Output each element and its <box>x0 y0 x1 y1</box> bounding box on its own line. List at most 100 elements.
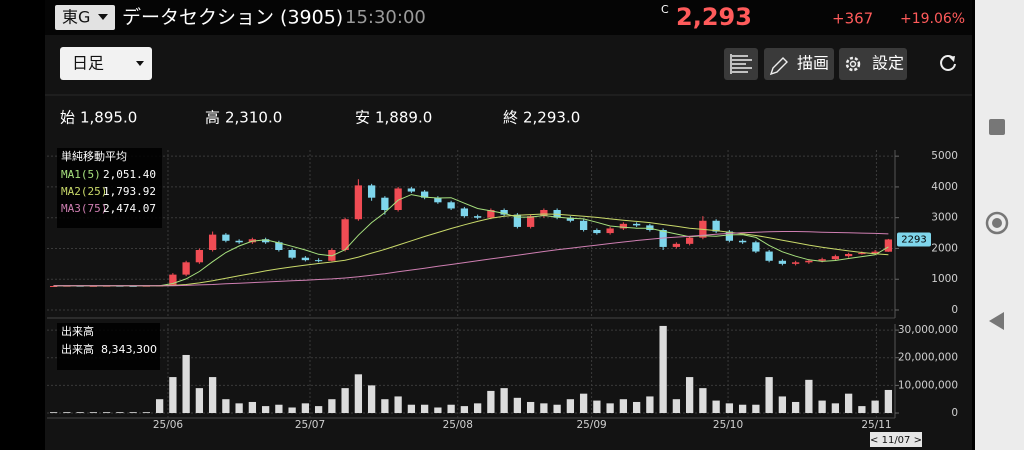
x-tick-label: 25/07 <box>295 419 325 431</box>
volume-bar <box>169 377 177 414</box>
candle-body <box>341 219 349 250</box>
volume-bar <box>818 400 826 414</box>
volume-bar <box>632 401 641 414</box>
candle-body <box>685 237 694 244</box>
candle-body <box>778 260 787 264</box>
change-pct: +19.06% <box>900 11 965 27</box>
volume-bar <box>699 388 707 414</box>
volume-bar <box>354 374 363 414</box>
y-tick-label: 5000 <box>931 150 958 162</box>
candle-body <box>129 285 137 287</box>
volume-bar <box>155 399 164 414</box>
volume-bar <box>500 388 508 414</box>
market-dropdown[interactable] <box>55 5 115 30</box>
candle-body <box>540 210 548 217</box>
gear-icon <box>845 56 861 72</box>
legend-entry: MA1(5) <box>61 168 101 181</box>
volume-bar <box>752 404 760 414</box>
nav-back[interactable] <box>989 312 1004 330</box>
volume-bar <box>288 407 296 414</box>
ohlc-value: 2,293.0 <box>523 109 580 127</box>
volume-bar <box>301 403 310 414</box>
volume-bar <box>672 399 681 414</box>
dropdown-arrow <box>136 61 144 66</box>
candle-body <box>526 216 535 227</box>
date-tag-box <box>870 432 922 447</box>
volume-bar <box>328 399 336 414</box>
volume-bar <box>791 401 800 414</box>
nav-recent[interactable] <box>989 119 1005 135</box>
period-dropdown[interactable] <box>60 47 152 80</box>
candle-body <box>738 240 747 243</box>
candle-body <box>169 274 177 286</box>
volume-bar <box>195 388 204 414</box>
refresh-icon[interactable] <box>940 55 956 71</box>
volume-bar <box>447 404 455 414</box>
candle-body <box>420 191 429 198</box>
candle-body <box>275 242 283 250</box>
candle-body <box>725 231 734 241</box>
last-price-tag <box>897 232 931 247</box>
volume-bar <box>142 412 151 414</box>
volume-bar <box>420 404 429 414</box>
candle-body <box>473 216 482 218</box>
legend-value: 2,051.40 <box>103 168 156 181</box>
ohlc-value: 2,310.0 <box>225 109 282 127</box>
volume-bar <box>540 403 548 414</box>
candle-body <box>818 259 826 261</box>
candle-body <box>712 220 720 232</box>
y-tick-label: 0 <box>951 304 958 316</box>
volume-bar <box>858 406 866 414</box>
ohlc-label: 終 <box>503 109 518 127</box>
volume-bar <box>579 393 588 414</box>
x-tick-label: 25/09 <box>576 419 606 431</box>
candle-body <box>619 223 628 229</box>
volume-bar <box>685 377 694 414</box>
y-tick-label: 1000 <box>931 273 958 285</box>
volume-bar <box>275 404 283 414</box>
candle-body <box>858 253 866 255</box>
market-label: 東G <box>62 8 90 27</box>
volume-bar <box>208 377 217 414</box>
volume-bar <box>102 412 111 414</box>
candle-body <box>49 286 58 287</box>
settings-button[interactable] <box>839 48 907 80</box>
candle-body <box>460 208 469 217</box>
nav-home[interactable] <box>985 211 1009 235</box>
volume-bar <box>566 399 575 414</box>
candle-body <box>593 230 601 234</box>
ohlc-value: 1,889.0 <box>375 109 432 127</box>
volume-bar <box>116 412 124 414</box>
candle-body <box>195 250 204 263</box>
candle-body <box>765 251 773 261</box>
candle-body <box>606 228 614 234</box>
volume-bar <box>593 400 601 414</box>
volume-bar <box>367 385 376 414</box>
volume-bar <box>487 390 495 414</box>
ma-line <box>53 194 889 287</box>
volume-bar <box>513 397 522 414</box>
candle-body <box>434 197 442 203</box>
period-label: 日足 <box>72 54 104 73</box>
candle-body <box>513 214 522 227</box>
candle-body <box>407 188 416 192</box>
volume-bar <box>725 403 734 414</box>
volume-bar <box>261 406 270 414</box>
price-flag: C <box>661 3 669 16</box>
volume-bar <box>738 404 747 414</box>
candle-body <box>646 225 654 230</box>
candle-body <box>261 239 270 243</box>
legend-title: 出来高 <box>61 324 94 338</box>
candle-body <box>805 260 813 263</box>
volume-bar <box>659 325 667 414</box>
legend-value: 1,793.92 <box>103 185 156 198</box>
candle-body <box>288 250 296 258</box>
volume-bar <box>831 403 840 414</box>
ohlc-label: 高 <box>205 109 220 127</box>
charts: 始 1,895.0 高 2,310.0 安 1,889.0 終 2,293.0 0 1000 200… <box>47 109 958 447</box>
draw-button[interactable] <box>764 48 834 80</box>
candle-body <box>632 223 641 226</box>
volume-bar <box>778 396 787 414</box>
volume-bar <box>712 400 720 414</box>
